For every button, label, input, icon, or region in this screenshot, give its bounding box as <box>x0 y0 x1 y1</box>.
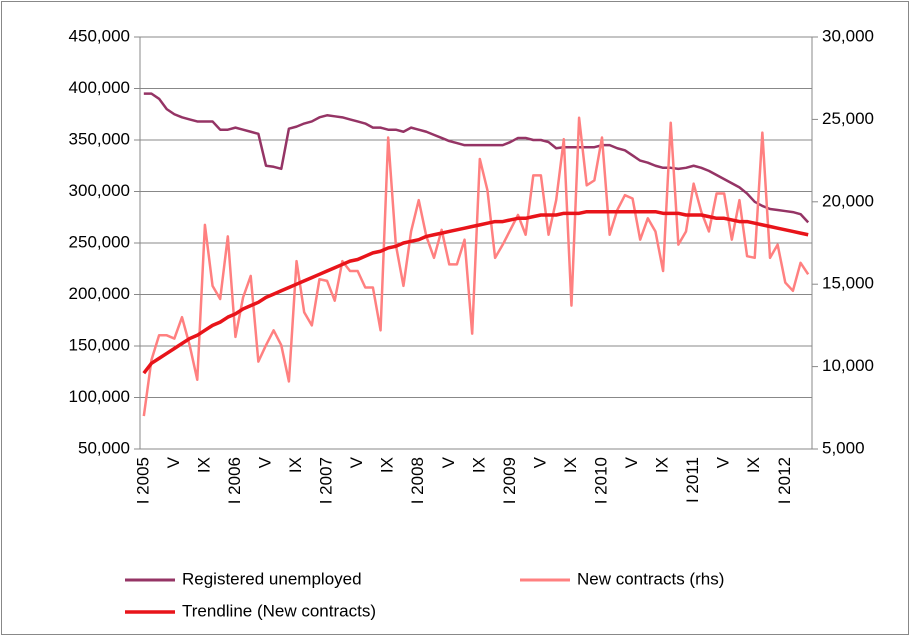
y-tick-label: 100,000 <box>69 387 130 406</box>
x-tick-label: I 2005 <box>133 457 152 504</box>
y-tick-label: 150,000 <box>69 335 130 354</box>
x-tick-label: I 2007 <box>317 457 336 504</box>
legend-label: Registered unemployed <box>182 569 362 588</box>
x-tick-label: V <box>622 456 641 468</box>
x-tick-label: I 2011 <box>683 457 702 503</box>
y2-tick-label: 25,000 <box>822 109 874 128</box>
x-tick-label: IX <box>194 457 213 473</box>
y2-tick-label: 5,000 <box>822 438 865 457</box>
x-tick-label: I 2009 <box>500 457 519 504</box>
y-tick-label: 200,000 <box>69 284 130 303</box>
x-tick-label: I 2008 <box>408 457 427 504</box>
series-line <box>142 209 809 375</box>
x-tick-label: V <box>347 456 366 468</box>
legend-label: New contracts (rhs) <box>577 569 724 588</box>
series-line <box>142 116 810 417</box>
x-tick-label: V <box>439 456 458 468</box>
series-line <box>143 92 810 224</box>
y-tick-label: 400,000 <box>69 78 130 97</box>
x-tick-label: IX <box>469 457 488 473</box>
legend-label: Trendline (New contracts) <box>182 601 376 620</box>
y-tick-label: 50,000 <box>78 438 130 457</box>
x-tick-label: IX <box>561 457 580 473</box>
y-tick-label: 450,000 <box>69 26 130 45</box>
x-tick-label: IX <box>286 457 305 473</box>
x-tick-label: I 2006 <box>225 457 244 504</box>
x-tick-label: IX <box>378 457 397 473</box>
y2-tick-label: 30,000 <box>822 26 874 45</box>
y-tick-label: 350,000 <box>69 129 130 148</box>
x-tick-label: I 2010 <box>591 457 610 504</box>
x-tick-label: V <box>164 456 183 468</box>
x-tick-label: V <box>255 456 274 468</box>
x-tick-label: V <box>714 456 733 468</box>
y2-tick-label: 15,000 <box>822 274 874 293</box>
y2-tick-label: 20,000 <box>822 191 874 210</box>
x-tick-label: I 2012 <box>775 457 794 504</box>
y-tick-label: 300,000 <box>69 181 130 200</box>
x-tick-label: IX <box>653 457 672 473</box>
y-tick-label: 250,000 <box>69 232 130 251</box>
y2-tick-label: 10,000 <box>822 356 874 375</box>
x-tick-label: IX <box>744 457 763 473</box>
x-tick-label: V <box>530 456 549 468</box>
